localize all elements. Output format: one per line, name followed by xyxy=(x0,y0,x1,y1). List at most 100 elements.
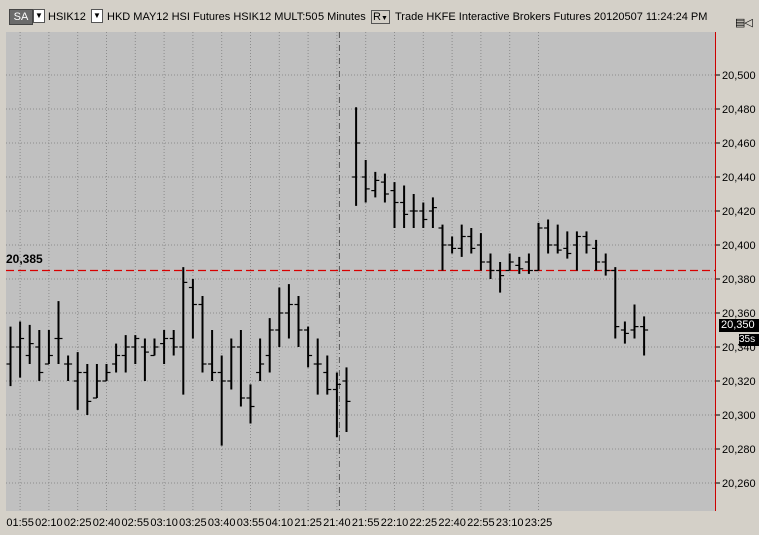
ohlc-bar xyxy=(592,239,601,271)
price-axis-svg: 20,500 20,480 20,460 20,440 20,420 20,400 20,3… xyxy=(716,70,756,490)
ohlc-bar xyxy=(179,267,188,395)
ohlc-bar xyxy=(496,262,505,293)
ohlc-bar xyxy=(294,296,303,347)
ohlc-bar xyxy=(150,338,159,357)
ohlc-bar xyxy=(352,107,361,206)
ohlc-bar xyxy=(160,330,169,364)
ohlc-bar xyxy=(640,316,649,356)
y-tick-label: 20,400 xyxy=(722,240,756,252)
x-tick-label: 03:55 xyxy=(237,517,265,529)
ohlc-bar xyxy=(486,253,495,279)
ohlc-bar xyxy=(35,330,44,381)
y-tick-label: 20,260 xyxy=(722,478,756,490)
chart-plot-area[interactable] xyxy=(6,32,715,511)
ohlc-bar xyxy=(313,338,322,395)
x-tick-label: 21:55 xyxy=(352,517,380,529)
ohlc-bar xyxy=(582,231,591,254)
ohlc-bar xyxy=(342,367,351,432)
ohlc-bar xyxy=(227,338,236,390)
ohlc-bar xyxy=(25,324,34,364)
ohlc-bar xyxy=(102,364,111,382)
ohlc-bar xyxy=(112,343,121,373)
price-axis: 20,500 20,480 20,460 20,440 20,420 20,400 20,3… xyxy=(715,32,759,511)
ohlc-bar xyxy=(457,224,466,257)
x-tick-label: 21:40 xyxy=(323,517,351,529)
x-tick-label: 21:25 xyxy=(294,517,322,529)
ohlc-bar xyxy=(73,352,82,410)
ohlc-bar xyxy=(16,321,25,378)
contract-description: HKD MAY12 HSI Futures HSIK12 MULT:50 xyxy=(107,11,318,23)
y-tick-label: 20,440 xyxy=(722,172,756,184)
ohlc-bar xyxy=(54,301,63,364)
ohlc-bar xyxy=(304,326,313,368)
x-tick-label: 04:10 xyxy=(266,517,294,529)
ohlc-bar xyxy=(515,256,524,274)
ohlc-bar xyxy=(572,231,581,271)
ohlc-bar xyxy=(438,224,447,271)
ohlc-bar xyxy=(448,236,457,254)
ohlc-bar xyxy=(428,197,437,228)
reference-price-label: 20,385 xyxy=(6,252,43,266)
r-dropdown-button[interactable]: R▼ xyxy=(371,10,390,24)
ohlc-bar xyxy=(188,279,197,339)
ohlc-chart xyxy=(6,32,715,511)
x-tick-label: 02:55 xyxy=(122,517,150,529)
ohlc-bar xyxy=(140,338,149,381)
ohlc-bar xyxy=(544,219,553,254)
last-price-tag: 20,350 xyxy=(719,319,759,332)
ohlc-bar xyxy=(534,222,543,272)
panel-toggle-icon[interactable]: ▤◁ xyxy=(735,17,753,29)
y-tick-label: 20,380 xyxy=(722,274,756,286)
ohlc-bar xyxy=(208,330,217,381)
bar-timer-tag: 35s xyxy=(739,334,759,346)
x-tick-label: 23:25 xyxy=(525,517,553,529)
ohlc-bar xyxy=(169,330,178,356)
time-axis-svg: 01:55 02:10 02:25 02:40 02:55 03:10 03:25 03:40… xyxy=(6,517,553,529)
trade-info: Trade HKFE Interactive Brokers Futures 2… xyxy=(395,11,708,23)
ohlc-bar xyxy=(476,233,485,271)
sa-dropdown-button[interactable]: SA xyxy=(9,9,33,25)
chart-toolbar: SA ▼ HSIK12 ▼ HKD MAY12 HSI Futures HSIK… xyxy=(0,0,759,32)
x-tick-label: 02:40 xyxy=(93,517,121,529)
y-tick-label: 20,420 xyxy=(722,206,756,218)
r-label: R xyxy=(373,11,381,23)
time-axis: 01:55 02:10 02:25 02:40 02:55 03:10 03:25 03:40… xyxy=(6,511,715,535)
ohlc-bar xyxy=(284,284,293,339)
ohlc-bar xyxy=(361,160,370,203)
x-tick-label: 02:25 xyxy=(64,517,92,529)
ohlc-bar xyxy=(524,253,533,274)
ohlc-bar xyxy=(630,304,639,339)
chevron-down-icon[interactable]: ▼ xyxy=(91,9,103,23)
x-tick-label: 02:10 xyxy=(35,517,63,529)
symbol-label[interactable]: HSIK12 xyxy=(48,11,86,23)
ohlc-bar xyxy=(419,202,428,228)
x-tick-label: 22:25 xyxy=(410,517,438,529)
y-tick-label: 20,360 xyxy=(722,308,756,320)
ohlc-bar xyxy=(198,296,207,373)
ohlc-bar xyxy=(620,321,629,344)
ohlc-bar xyxy=(131,335,140,364)
y-tick-label: 20,480 xyxy=(722,104,756,116)
ohlc-bar xyxy=(236,330,245,407)
ohlc-bar xyxy=(64,355,73,381)
ohlc-bar xyxy=(275,287,284,347)
ohlc-bar xyxy=(246,384,255,424)
x-tick-label: 22:55 xyxy=(467,517,495,529)
ohlc-bar xyxy=(390,182,399,228)
ohlc-bar xyxy=(332,372,341,438)
ohlc-bar xyxy=(467,228,476,254)
y-tick-label: 20,320 xyxy=(722,376,756,388)
ohlc-bar xyxy=(409,194,418,228)
ohlc-bar xyxy=(505,253,514,272)
interval-label[interactable]: 5 Minutes xyxy=(318,11,366,23)
ohlc-bar xyxy=(121,335,130,373)
x-tick-label: 03:25 xyxy=(179,517,207,529)
ohlc-bar xyxy=(44,330,53,365)
ohlc-bar xyxy=(380,173,389,203)
y-tick-label: 20,500 xyxy=(722,70,756,82)
ohlc-bar xyxy=(265,318,274,373)
ohlc-bar xyxy=(553,224,562,254)
chevron-down-icon[interactable]: ▼ xyxy=(33,9,45,23)
y-tick-label: 20,280 xyxy=(722,444,756,456)
chevron-down-icon: ▼ xyxy=(380,15,388,22)
